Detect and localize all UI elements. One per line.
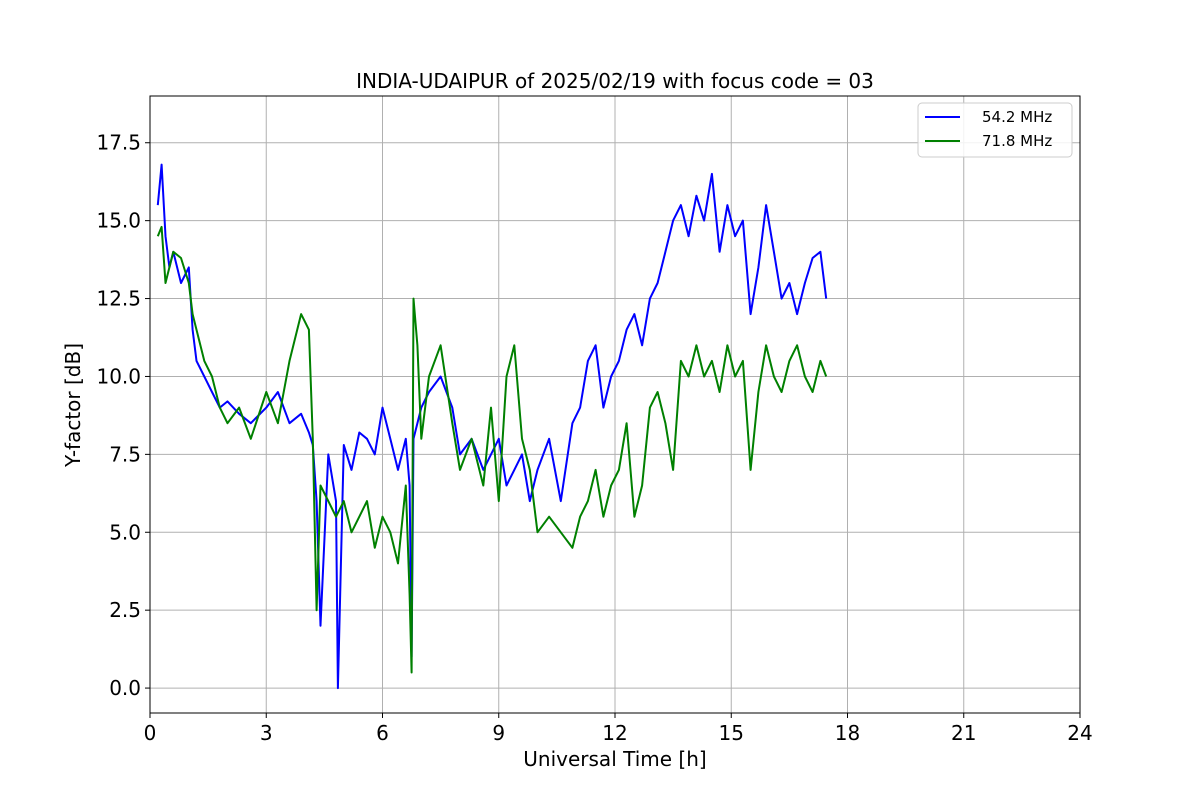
y-tick-label: 12.5: [96, 287, 141, 311]
series-line-71-mhz: [156, 225, 828, 674]
y-axis-ticks: 0.0 2.5 5.0 7.5 10.0 12.5 15.0 17.5: [96, 131, 150, 700]
x-axis-ticks: 0 3 6 9 12 15 18 21 24: [144, 713, 1093, 745]
y-tick-label: 15.0: [96, 209, 141, 233]
chart-title: INDIA-UDAIPUR of 2025/02/19 with focus c…: [356, 69, 874, 93]
x-tick-label: 18: [835, 721, 860, 745]
x-tick-label: 3: [260, 721, 273, 745]
y-tick-label: 17.5: [96, 131, 141, 155]
legend: 54.2 MHz 71.8 MHz: [917, 102, 1073, 158]
x-tick-label: 0: [144, 721, 157, 745]
y-tick-label: 0.0: [109, 676, 141, 700]
x-tick-label: 6: [376, 721, 389, 745]
series-group: [156, 163, 828, 690]
y-tick-label: 2.5: [109, 598, 141, 622]
x-tick-label: 15: [719, 721, 744, 745]
x-tick-label: 9: [492, 721, 505, 745]
x-tick-label: 21: [951, 721, 976, 745]
x-tick-label: 24: [1067, 721, 1092, 745]
y-tick-label: 7.5: [109, 442, 141, 466]
y-axis-label: Y-factor [dB]: [61, 343, 85, 468]
x-tick-label: 12: [602, 721, 627, 745]
x-axis-label: Universal Time [h]: [523, 747, 706, 771]
y-tick-label: 5.0: [109, 520, 141, 544]
legend-label-71-mhz: 71.8 MHz: [982, 132, 1052, 150]
y-tick-label: 10.0: [96, 364, 141, 388]
legend-label-54-mhz: 54.2 MHz: [982, 108, 1052, 126]
